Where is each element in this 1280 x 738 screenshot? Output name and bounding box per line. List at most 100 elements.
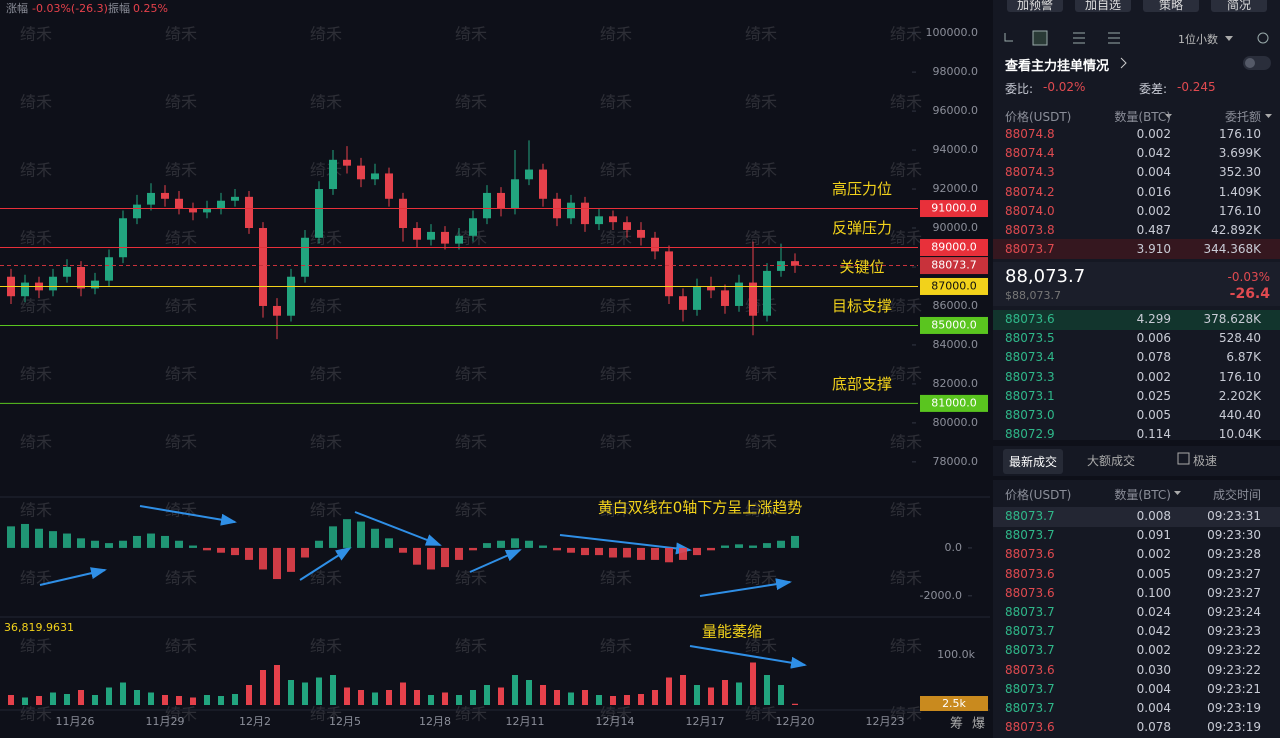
change-value: -0.03%(-26.3): [32, 2, 108, 15]
watermark: 绮禾: [165, 161, 197, 180]
trades-tab[interactable]: 最新成交: [1003, 449, 1064, 474]
candle-body: [287, 276, 295, 316]
trade-time: 09:23:21: [1207, 681, 1261, 696]
macd-bar: [119, 540, 127, 548]
trades-tab[interactable]: 大额成交: [1087, 454, 1136, 468]
y-tick-label: 100000.0: [926, 26, 979, 39]
volume-bar: [64, 694, 70, 705]
volume-bar: [512, 675, 518, 705]
level-label: 88073.7: [931, 259, 977, 272]
fast-label: 极速: [1193, 454, 1218, 468]
col-2: 0.002: [1136, 127, 1171, 141]
watermark: 绮禾: [600, 297, 632, 316]
candle-body: [301, 237, 309, 277]
amplitude-value: 0.25%: [133, 2, 168, 15]
candle-body: [763, 270, 771, 316]
macd-bar: [651, 547, 659, 560]
toolbar-button[interactable]: 加自选: [1075, 0, 1131, 12]
volume-bar: [610, 696, 616, 705]
toolbar-button[interactable]: 加预警: [1007, 0, 1063, 12]
trade-time: 09:23:22: [1207, 662, 1261, 677]
amplitude-label: 振幅: [108, 1, 130, 15]
macd-bar: [763, 543, 771, 548]
x-tick-label: 12月23: [866, 715, 905, 728]
watermark: 绮禾: [455, 365, 487, 384]
toolbar-button[interactable]: 策略: [1143, 0, 1199, 12]
macd-bar: [385, 538, 393, 548]
watermark: 绮禾: [310, 705, 342, 724]
x-tick-label: 12月14: [596, 715, 635, 728]
macd-bar: [441, 547, 449, 568]
candle-body: [497, 192, 505, 209]
diff-label: 委差:: [1139, 82, 1168, 96]
macd-bar: [287, 547, 295, 572]
trade-qty: 0.100: [1136, 585, 1171, 600]
col-1: 价格(USDT): [1005, 488, 1072, 502]
col-2: 0.006: [1136, 331, 1171, 346]
watermark: 绮禾: [600, 365, 632, 384]
trade-qty: 0.091: [1136, 528, 1171, 543]
candle-body: [343, 159, 351, 166]
col-2: 0.002: [1136, 369, 1171, 384]
watermark: 绮禾: [890, 637, 922, 656]
watermark: 绮禾: [20, 229, 52, 248]
col-1: 88073.6: [1005, 312, 1055, 326]
col-3: 440.40: [1219, 408, 1261, 422]
watermark: 绮禾: [20, 297, 52, 316]
trade-price: 88073.6: [1005, 547, 1055, 562]
macd-bar: [777, 540, 785, 548]
macd-bar: [637, 547, 645, 560]
col-1: 88074.4: [1005, 146, 1055, 161]
candle-body: [721, 290, 729, 306]
level-label: 81000.0: [931, 396, 977, 409]
y-tick-label: 100.0k: [937, 648, 975, 661]
watermark: 绮禾: [890, 501, 922, 520]
toolbar-button[interactable]: 简况: [1211, 0, 1267, 12]
watermark: 绮禾: [890, 297, 922, 316]
watermark: 绮禾: [600, 25, 632, 44]
trade-price: 88073.7: [1005, 624, 1055, 639]
watermark: 绮禾: [600, 161, 632, 180]
candle-body: [161, 192, 169, 199]
checkbox[interactable]: [1177, 452, 1190, 465]
col-2: 0.042: [1136, 146, 1171, 161]
candle-body: [609, 216, 617, 223]
volume-bar: [204, 695, 210, 705]
candle-body: [511, 179, 519, 209]
trade-qty: 0.002: [1136, 547, 1171, 562]
candle-body: [791, 261, 799, 266]
watermark: 绮禾: [455, 569, 487, 588]
macd-bar: [469, 547, 477, 551]
watermark: 绮禾: [600, 93, 632, 112]
trade-price: 88073.7: [1005, 681, 1055, 696]
candle-body: [525, 169, 533, 180]
watermark: 绮禾: [455, 229, 487, 248]
candle-body: [441, 231, 449, 244]
candle-body: [273, 305, 281, 316]
watermark: 绮禾: [310, 229, 342, 248]
level-box: [920, 316, 988, 334]
volume-bar: [554, 690, 560, 705]
y-tick-label: 84000.0: [933, 338, 979, 351]
decimals[interactable]: 1位小数: [1178, 33, 1218, 46]
candle-body: [483, 192, 491, 219]
watermark: 绮禾: [455, 161, 487, 180]
footer-icon: 爆: [972, 717, 985, 732]
trade-qty: 0.024: [1136, 605, 1171, 619]
annotation: 关键位: [839, 258, 884, 276]
candle-body: [91, 280, 99, 289]
candle-body: [105, 257, 113, 281]
x-tick-label: 12月11: [506, 715, 545, 728]
macd-bar: [455, 547, 463, 560]
watermark: 绮禾: [20, 161, 52, 180]
volume-bar: [442, 692, 448, 705]
order-book-title[interactable]: 查看主力挂单情况: [1005, 59, 1110, 74]
toggle-knob: [1245, 58, 1255, 68]
macd-bar: [399, 547, 407, 553]
macd-bar: [21, 523, 29, 548]
y-tick-label: 86000.0: [933, 299, 979, 312]
col-1: 88074.0: [1005, 203, 1055, 218]
macd-bar: [231, 547, 239, 556]
macd-bar: [679, 547, 687, 560]
watermark: 绮禾: [890, 25, 922, 44]
